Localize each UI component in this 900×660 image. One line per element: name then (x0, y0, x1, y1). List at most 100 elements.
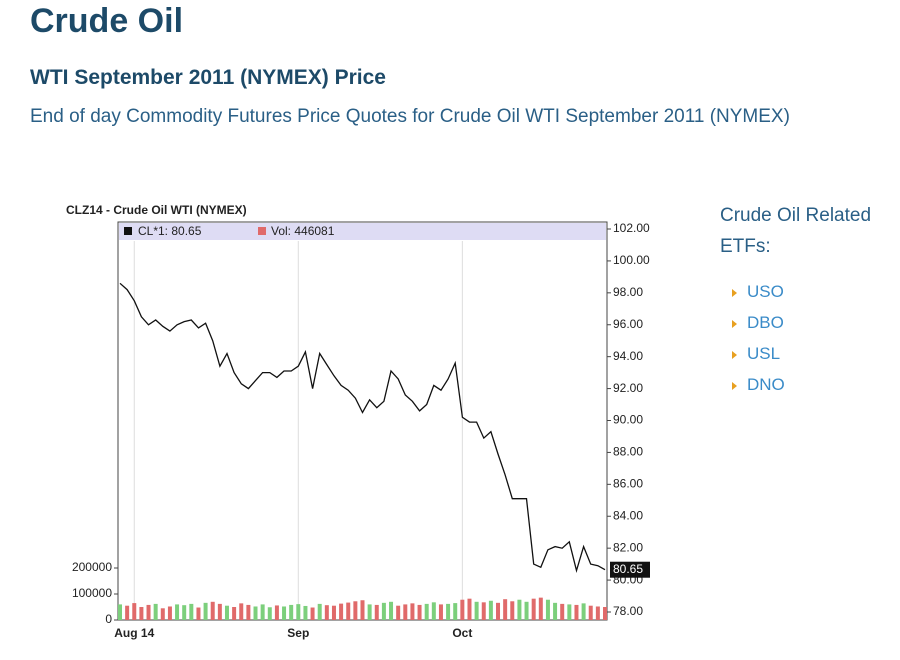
volume-bar (132, 603, 137, 620)
volume-bar (567, 604, 572, 620)
legend-strip (119, 223, 606, 240)
volume-bar (581, 603, 586, 620)
volume-bar (210, 601, 215, 620)
y-tick-label: 86.00 (613, 477, 643, 491)
y2-tick-label: 100000 (72, 586, 112, 600)
volume-bar (403, 604, 408, 620)
volume-bar (431, 602, 436, 620)
volume-bar (324, 605, 329, 620)
page-description: End of day Commodity Futures Price Quote… (30, 106, 790, 127)
volume-bar (531, 598, 536, 620)
volume-bar (367, 604, 372, 620)
y-tick-label: 90.00 (613, 413, 643, 427)
volume-bar (396, 605, 401, 620)
volume-bar (260, 604, 265, 620)
last-price-box (610, 561, 650, 578)
legend-swatch (258, 227, 266, 235)
legend-swatch (124, 227, 132, 235)
volume-bar (175, 604, 180, 620)
volume-bar (274, 605, 279, 620)
volume-bar (317, 603, 322, 620)
last-price-label: 80.65 (613, 562, 643, 576)
volume-bar (289, 604, 294, 620)
volume-bar (253, 606, 258, 620)
volume-bar (232, 607, 237, 620)
volume-bar (346, 602, 351, 620)
volume-bar (560, 603, 565, 620)
volume-bar (374, 604, 379, 620)
page-title: Crude Oil (30, 2, 184, 40)
volume-bar (310, 607, 315, 620)
y-tick-label: 82.00 (613, 540, 643, 554)
x-tick-label: Sep (287, 626, 309, 640)
volume-bar (167, 606, 172, 620)
y-tick-label: 94.00 (613, 349, 643, 363)
y-tick-label: 102.00 (613, 221, 650, 235)
volume-bar (417, 604, 422, 620)
volume-bar (538, 597, 543, 620)
chart-title: CLZ14 - Crude Oil WTI (NYMEX) (66, 203, 247, 217)
volume-bar (481, 602, 486, 620)
volume-bar (239, 603, 244, 620)
volume-bar (146, 604, 151, 620)
y2-tick-label: 200000 (72, 560, 112, 574)
volume-bar (438, 604, 443, 620)
volume-bar (595, 606, 600, 620)
y-tick-label: 98.00 (613, 285, 643, 299)
volume-bar (496, 602, 501, 620)
x-tick-label: Oct (452, 626, 472, 640)
volume-bar (303, 605, 308, 620)
volume-bar (339, 603, 344, 620)
volume-bar (224, 605, 229, 620)
volume-bar (488, 600, 493, 620)
legend-entry: Vol: 446081 (271, 224, 335, 238)
etf-link[interactable]: USL (732, 338, 880, 369)
volume-bar (381, 602, 386, 620)
volume-bar (460, 599, 465, 620)
y-tick-label: 78.00 (613, 604, 643, 618)
y-tick-label: 84.00 (613, 508, 643, 522)
plot-frame (117, 221, 608, 621)
y-tick-label: 96.00 (613, 317, 643, 331)
volume-bar (524, 601, 529, 620)
volume-bar (246, 604, 251, 620)
volume-bar (517, 599, 522, 620)
price-line (119, 282, 606, 573)
x-tick-label: Aug 14 (114, 626, 154, 640)
volume-bar (410, 603, 415, 620)
etf-link[interactable]: DBO (732, 307, 880, 338)
volume-bar (196, 607, 201, 620)
volume-bar (118, 604, 122, 620)
volume-bar (424, 603, 429, 620)
volume-bar (160, 608, 165, 620)
volume-bar (360, 600, 365, 620)
volume-bar (331, 605, 336, 620)
etf-link[interactable]: USO (732, 276, 880, 307)
volume-bar (353, 601, 358, 620)
etf-link[interactable]: DNO (732, 369, 880, 400)
volume-bar (389, 601, 394, 620)
sidebar: Crude Oil Related ETFs: USO DBO USL DNO (720, 200, 880, 400)
sidebar-heading: Crude Oil Related ETFs: (720, 205, 872, 257)
volume-bar (296, 604, 301, 620)
volume-bar (139, 607, 144, 620)
volume-bar (267, 607, 272, 620)
volume-bar (217, 603, 222, 620)
volume-bar (203, 602, 208, 620)
volume-bar (153, 603, 158, 620)
y-tick-label: 88.00 (613, 445, 643, 459)
volume-bar (510, 601, 515, 620)
volume-bar (574, 604, 579, 620)
volume-bar (553, 602, 558, 620)
volume-bar (182, 605, 187, 620)
volume-bar (588, 605, 593, 620)
volume-bar (446, 603, 451, 620)
volume-bar (125, 605, 130, 620)
volume-bar (503, 599, 508, 620)
legend-entry: CL*1: 80.65 (138, 224, 202, 238)
volume-bar (474, 601, 479, 620)
volume-bar (545, 599, 550, 620)
